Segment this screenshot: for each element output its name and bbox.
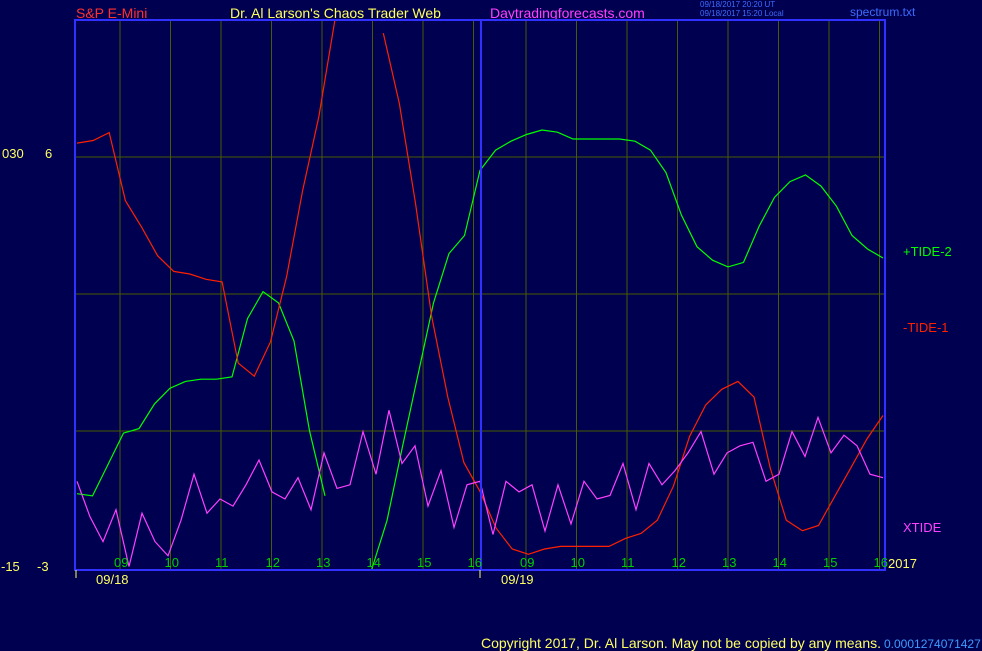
hour-tick-label: 09 <box>114 555 128 570</box>
axis-layer: 09 10 11 12 13 14 15 16 09 10 11 12 13 14 15 16 <box>75 555 888 578</box>
hour-tick-label: 15 <box>823 555 837 570</box>
date-label-day2: 09/19 <box>501 572 534 587</box>
hour-tick-label: 14 <box>367 555 381 570</box>
legend-xtide: XTIDE <box>903 520 942 535</box>
y-label-bottom-right: -3 <box>37 559 49 574</box>
hour-tick-label: 10 <box>165 555 179 570</box>
timestamp-ut: 09/18/2017 20:20 UT <box>700 0 776 9</box>
hour-tick-label: 09 <box>520 555 534 570</box>
series-line--tide-1 <box>76 19 884 555</box>
hour-tick-label: 11 <box>621 555 635 570</box>
y-label-top-left: 030 <box>2 146 24 161</box>
site-link[interactable]: Daytradingforecasts.com <box>490 5 645 21</box>
y-label-top-right: 6 <box>45 146 53 161</box>
symbol-title: S&P E-Mini <box>76 5 148 21</box>
legend-minus-tide: -TIDE-1 <box>903 320 949 335</box>
hour-tick-label: 11 <box>215 555 229 570</box>
series-line--tide-2 <box>76 129 884 571</box>
copyright-notice: Copyright 2017, Dr. Al Larson. May not b… <box>481 635 882 651</box>
hour-tick-label: 10 <box>571 555 585 570</box>
hour-tick-label: 15 <box>417 555 431 570</box>
app-title: Dr. Al Larson's Chaos Trader Web <box>230 5 441 21</box>
hour-tick-label: 12 <box>266 555 280 570</box>
filename-label: spectrum.txt <box>850 5 916 19</box>
legend-plus-tide: +TIDE-2 <box>903 244 952 259</box>
y-label-bottom-left: -15 <box>1 559 20 574</box>
hour-tick-label: 13 <box>316 555 330 570</box>
year-label: 2017 <box>888 556 917 571</box>
hour-tick-label: 12 <box>672 555 686 570</box>
date-label-day1: 09/18 <box>96 572 129 587</box>
hour-tick-label: 14 <box>773 555 787 570</box>
hour-tick-label: 16 <box>468 555 482 570</box>
hour-tick-label: 13 <box>722 555 736 570</box>
timestamp-local: 09/18/2017 15:20 Local <box>700 9 784 18</box>
footer-code: 0.0001274071427 <box>884 637 981 651</box>
hour-tick-label: 16 <box>874 555 888 570</box>
